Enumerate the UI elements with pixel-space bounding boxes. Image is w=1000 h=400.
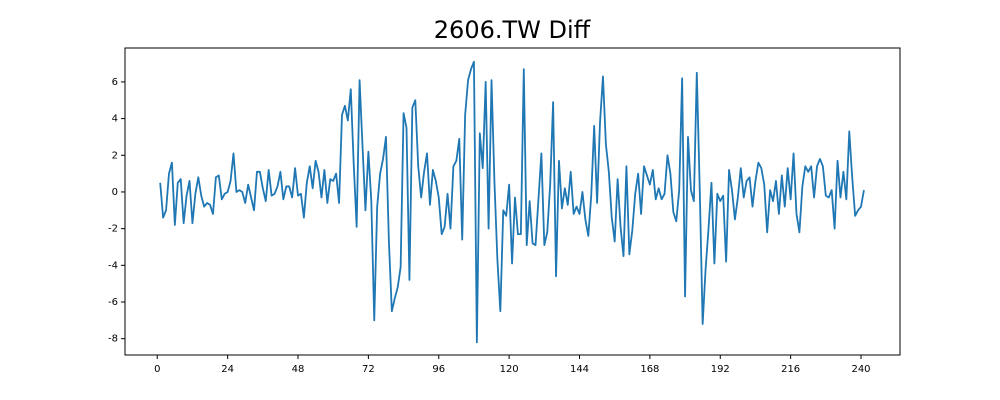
x-tick-label: 48: [292, 364, 305, 375]
x-tick-label: 24: [221, 364, 234, 375]
y-tick-label: -6: [108, 297, 118, 308]
y-tick-label: -4: [108, 260, 118, 271]
y-tick-label: -2: [108, 224, 118, 235]
x-tick-label: 0: [154, 364, 160, 375]
y-tick-label: 6: [112, 77, 118, 88]
x-tick-label: 240: [851, 364, 870, 375]
x-tick-label: 192: [711, 364, 730, 375]
y-tick-label: 4: [112, 114, 118, 125]
y-tick-label: 0: [112, 187, 118, 198]
y-tick-label: 2: [112, 150, 118, 161]
x-tick-label: 144: [570, 364, 589, 375]
y-tick-label: -8: [108, 334, 118, 345]
data-line: [159, 60, 865, 344]
x-tick-label: 216: [781, 364, 800, 375]
x-tick-label: 72: [362, 364, 375, 375]
plot-frame: [124, 47, 901, 356]
chart-title: 2606.TW Diff: [434, 16, 591, 44]
x-tick-label: 120: [500, 364, 519, 375]
x-tick-label: 168: [640, 364, 659, 375]
x-tick-label: 96: [432, 364, 445, 375]
